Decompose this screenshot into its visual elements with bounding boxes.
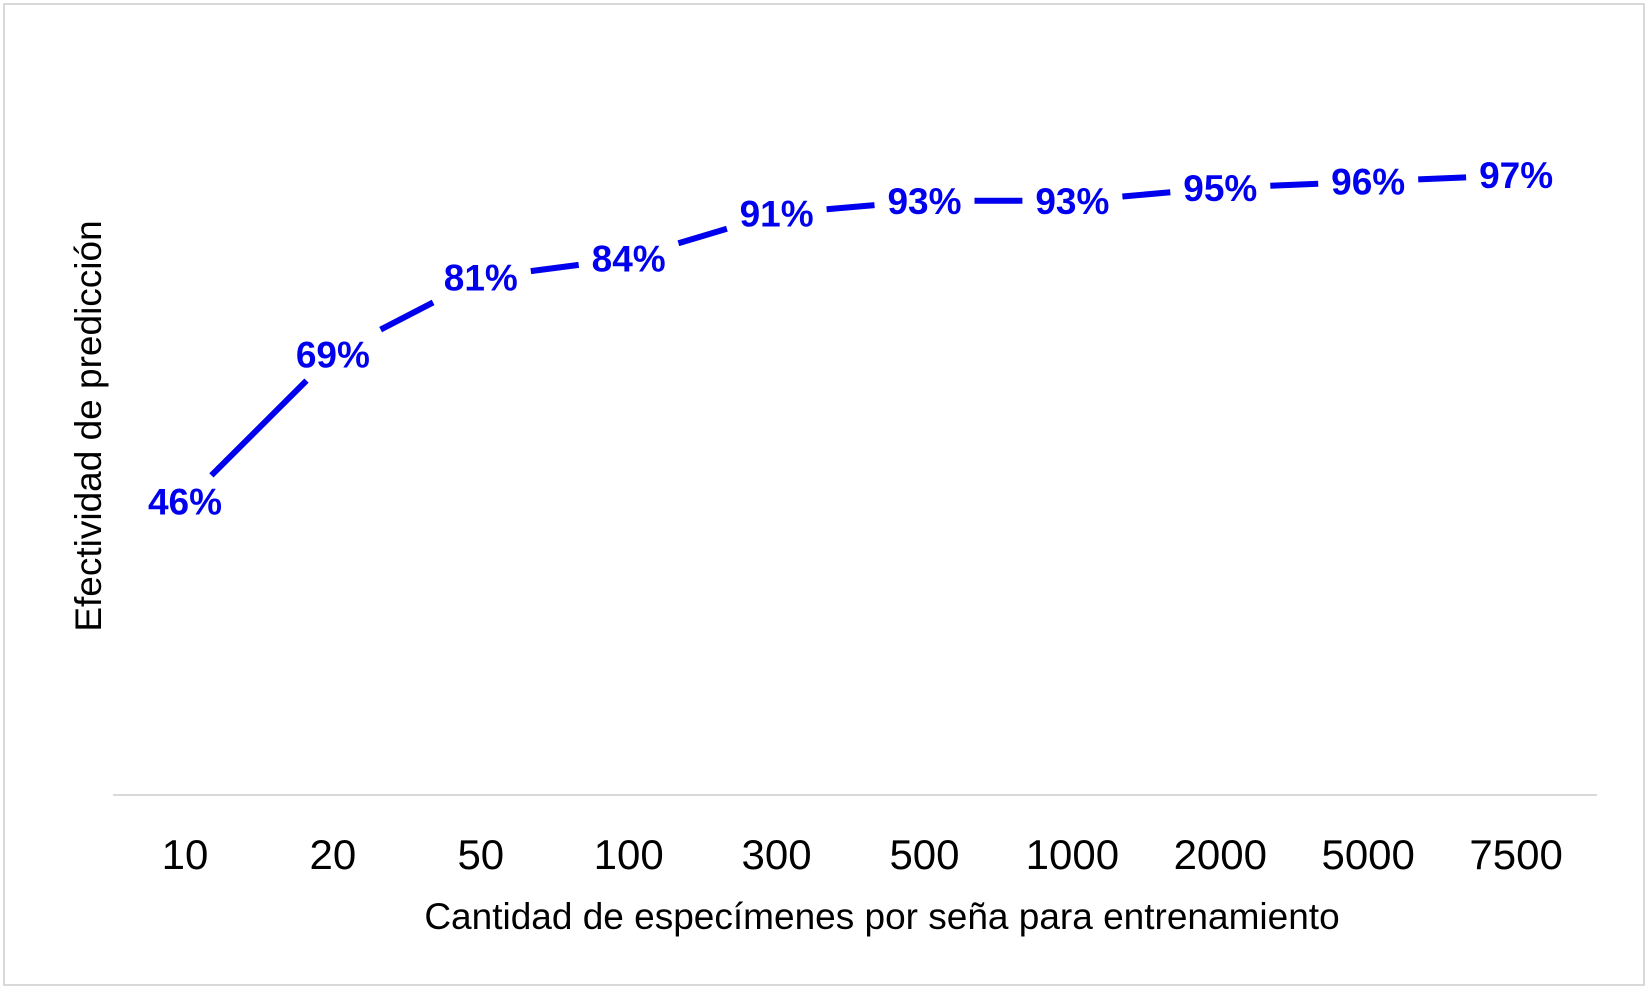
data-label: 84% [592, 238, 666, 279]
data-label-layer: 46% 69% 81% 84% 91% 93% 93% 95% 96% 97% [148, 155, 1553, 522]
data-label: 93% [1035, 181, 1109, 222]
series-line-segment [677, 225, 728, 247]
x-tick-label: 300 [742, 831, 812, 878]
series-line-segment [209, 378, 309, 478]
x-tick-label: 500 [889, 831, 959, 878]
data-label: 46% [148, 482, 222, 523]
series-layer [209, 174, 1467, 478]
data-label: 69% [296, 334, 370, 375]
series-line-segment [826, 202, 875, 213]
x-tick-label: 2000 [1174, 831, 1267, 878]
x-tick-label: 7500 [1469, 831, 1562, 878]
series-line-segment [1122, 189, 1171, 200]
x-tick-layer: 10 20 50 100 300 500 1000 2000 5000 7500 [162, 831, 1563, 878]
data-label: 93% [887, 181, 961, 222]
series-line-segment [530, 261, 580, 275]
x-tick-label: 10 [162, 831, 209, 878]
data-label: 96% [1331, 162, 1405, 203]
x-tick-label: 20 [310, 831, 357, 878]
x-tick-label: 100 [594, 831, 664, 878]
x-tick-label: 1000 [1026, 831, 1119, 878]
data-label: 95% [1183, 168, 1257, 209]
y-axis-title: Efectividad de predicción [68, 220, 109, 631]
x-tick-label: 5000 [1321, 831, 1414, 878]
data-label: 91% [740, 194, 814, 235]
series-line-segment [1270, 180, 1319, 189]
data-label: 81% [444, 258, 518, 299]
chart-frame: 46% 69% 81% 84% 91% 93% 93% 95% 96% 97% 10 20 50 100… [3, 3, 1645, 986]
series-line-segment [1418, 174, 1467, 183]
series-line-segment [379, 299, 435, 333]
x-axis-title: Cantidad de especímenes por seña para en… [424, 896, 1339, 937]
data-label: 97% [1479, 155, 1553, 196]
line-chart: 46% 69% 81% 84% 91% 93% 93% 95% 96% 97% 10 20 50 100… [68, 155, 1597, 937]
x-tick-label: 50 [457, 831, 504, 878]
